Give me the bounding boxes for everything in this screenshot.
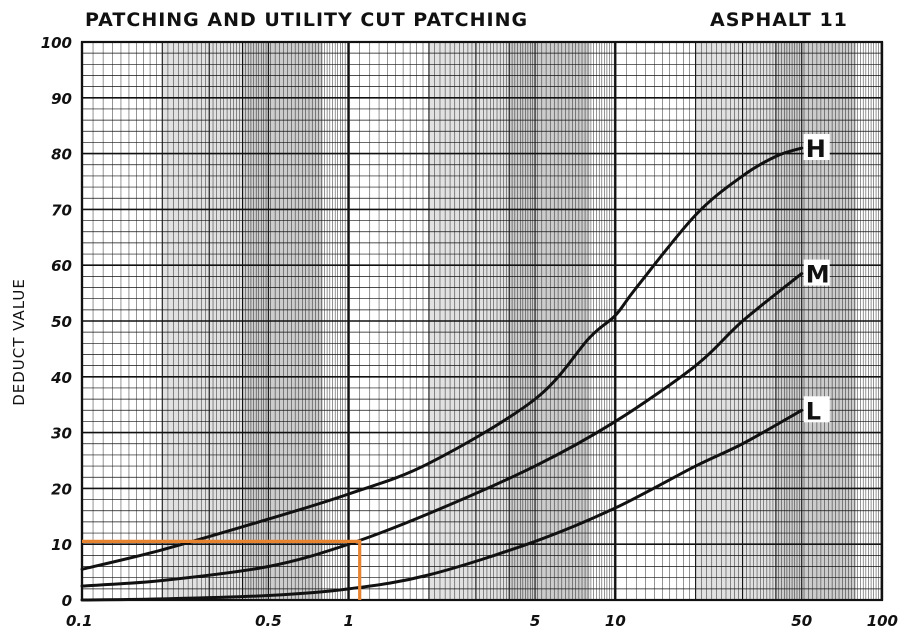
chart-title: PATCHING AND UTILITY CUT PATCHING [85, 9, 528, 31]
plot-frame [80, 40, 884, 602]
guide-line [82, 539, 362, 600]
series-label: M [806, 261, 830, 289]
series-label: H [806, 135, 826, 163]
x-tick-label: 1 [343, 612, 353, 630]
y-axis-label: DEDUCT VALUE [10, 278, 28, 406]
chart-subtitle: ASPHALT 11 [710, 9, 848, 31]
series-label-background [803, 396, 830, 423]
series-line [80, 146, 804, 571]
x-tick-label: 10 [605, 612, 626, 630]
x-tick-label: 5 [530, 612, 540, 630]
x-tick-label: 100 [867, 612, 898, 630]
curve-layer [80, 146, 804, 602]
y-tick-label: 70 [51, 201, 72, 219]
x-tick-label: 50 [791, 612, 812, 630]
y-tick-label: 50 [51, 313, 72, 331]
series-line [80, 408, 804, 602]
y-tick-label: 30 [51, 425, 72, 443]
y-tick-label: 10 [51, 536, 72, 554]
y-tick-label: 90 [51, 90, 72, 108]
x-tick-label: 0.5 [255, 612, 282, 630]
series-line [80, 272, 804, 588]
y-tick-label: 80 [51, 146, 72, 164]
annotation-layer [82, 539, 362, 600]
series-label-background [803, 259, 830, 286]
y-tick-label: 60 [51, 257, 72, 275]
y-tick-label: 100 [41, 34, 72, 52]
y-tick-label: 20 [51, 480, 72, 498]
y-tick-label: 40 [50, 369, 72, 387]
x-tick-label: 0.1 [66, 612, 93, 630]
series-label: L [806, 397, 821, 425]
label-layer: H M L 0 10 20 30 40 50 60 70 80 90 100 0.1 0.5 1 5 10 50 100 [41, 34, 898, 630]
series-label-background [803, 134, 830, 161]
y-tick-label: 0 [62, 592, 72, 610]
grid-layer [80, 40, 884, 602]
